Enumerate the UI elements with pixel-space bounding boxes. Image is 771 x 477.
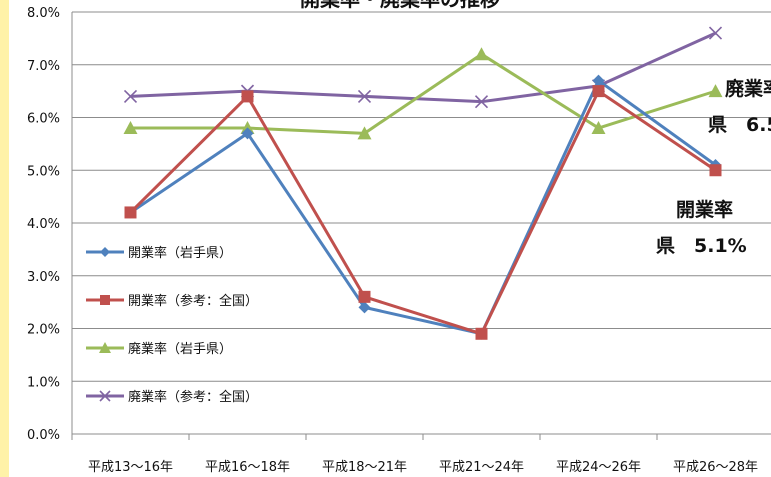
annotation-closing-line2: 県 6.5% (708, 114, 771, 136)
data-point (474, 47, 489, 61)
legend-entry: 廃業率（岩手県） (86, 341, 232, 357)
series-line (129, 79, 717, 336)
x-tick-label: 平成16～18年 (205, 460, 290, 475)
chart-title: 開業率・廃業率の推移 (300, 0, 500, 11)
gridlines (72, 11, 771, 382)
legend: 開業率（岩手県） 開業率（参考：全国） 廃業率（岩手県） 廃業率（参考：全国） (86, 245, 258, 405)
x-tick-labels: 平成13～16年 平成16～18年 平成18～21年 平成21～24年 平成24～26年… (88, 460, 758, 475)
series-lines (123, 26, 723, 340)
series-line (130, 31, 717, 104)
x-tick-label: 平成26～28年 (673, 460, 758, 475)
y-tick-label: 6.0% (27, 112, 60, 127)
series-2 (124, 85, 722, 340)
legend-entry: 開業率（参考：全国） (86, 293, 258, 309)
data-point (241, 127, 254, 140)
data-point (99, 342, 111, 353)
data-point (123, 121, 138, 135)
data-point (123, 89, 138, 103)
data-point (591, 121, 606, 135)
y-tick-label: 1.0% (27, 375, 60, 390)
legend-label: 開業率（岩手県） (128, 245, 232, 261)
data-point (474, 95, 489, 109)
left-edge-strip (0, 0, 9, 477)
y-tick-label: 2.0% (27, 323, 60, 338)
annotation-opening-line1: 開業率 (676, 198, 733, 221)
y-tick-label: 4.0% (27, 217, 60, 232)
x-tick-label: 平成18～21年 (322, 460, 407, 475)
series-3 (123, 47, 723, 140)
data-point (475, 327, 488, 340)
data-point (708, 26, 723, 40)
data-point (708, 84, 723, 98)
x-tick-label: 平成24～26年 (556, 460, 641, 475)
data-point (100, 247, 110, 257)
y-tick-label: 0.0% (27, 428, 60, 443)
annotation-opening-line2: 県 5.1% (656, 235, 747, 257)
y-tick-labels: 0.0% 1.0% 2.0% 3.0% 4.0% 5.0% 6.0% 7.0% 8.0% (27, 6, 60, 443)
y-tick-label: 3.0% (27, 270, 60, 285)
annotation-closing-line1: 廃業率 (725, 77, 771, 100)
data-point (357, 89, 372, 103)
data-point (357, 126, 372, 140)
y-tick-label: 5.0% (27, 164, 60, 179)
legend-entry: 廃業率（参考：全国） (86, 389, 258, 405)
series-line (130, 52, 716, 135)
y-tick-label: 7.0% (27, 59, 60, 74)
data-point (358, 301, 371, 314)
legend-label: 廃業率（参考：全国） (128, 389, 258, 405)
y-tick-label: 8.0% (27, 6, 60, 21)
data-point (124, 206, 137, 219)
data-point (241, 90, 254, 103)
data-point (100, 295, 110, 305)
data-point (592, 74, 605, 87)
legend-label: 開業率（参考：全国） (128, 293, 258, 309)
plot-background (9, 0, 771, 477)
data-point (99, 390, 111, 402)
series-line (129, 89, 717, 336)
x-tick-label: 平成21～24年 (439, 460, 524, 475)
legend-label: 廃業率（岩手県） (128, 341, 232, 357)
data-point (358, 290, 371, 303)
annotation-closing-rate: 廃業率 県 6.5% (708, 77, 771, 136)
legend-entry: 開業率（岩手県） (86, 245, 232, 261)
data-point (709, 164, 722, 177)
data-point (592, 85, 605, 98)
x-tick-label: 平成13～16年 (88, 460, 173, 475)
axes (71, 12, 771, 440)
annotation-opening-rate: 開業率 県 5.1% (656, 198, 747, 257)
